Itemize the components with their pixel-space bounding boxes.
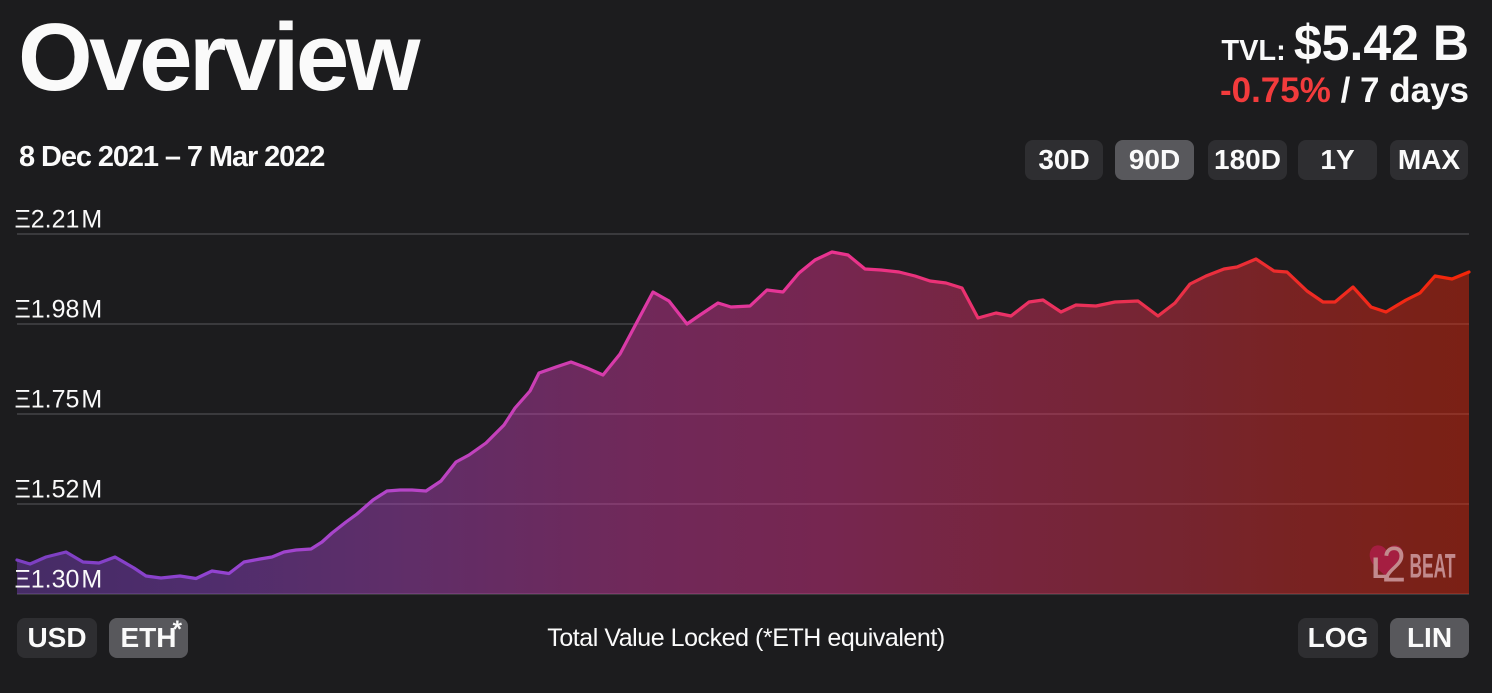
svg-text:Ξ1.30M: Ξ1.30M <box>15 566 103 594</box>
svg-text:L: L <box>1372 552 1390 585</box>
svg-text:2: 2 <box>1382 537 1406 593</box>
svg-text:Ξ1.98M: Ξ1.98M <box>15 296 103 324</box>
svg-text:Ξ2.21M: Ξ2.21M <box>15 206 103 234</box>
svg-text:BEAT: BEAT <box>1410 548 1456 586</box>
svg-text:Ξ1.75M: Ξ1.75M <box>15 386 103 414</box>
svg-text:Ξ1.52M: Ξ1.52M <box>15 476 103 504</box>
